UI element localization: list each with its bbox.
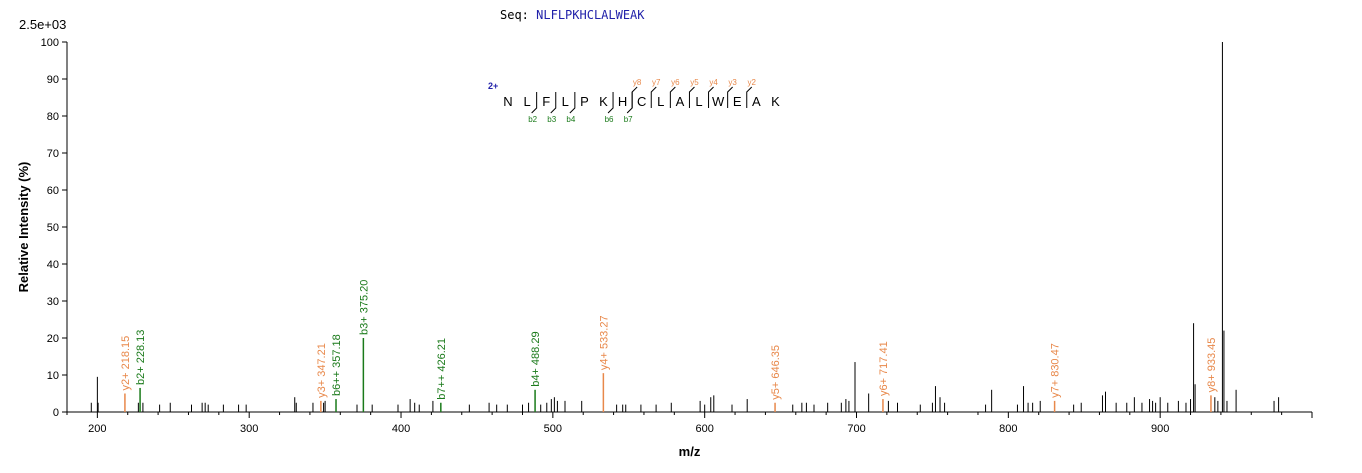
y-ion-label: y7+ 830.47: [1050, 343, 1062, 398]
sequence-header: Seq: NLFLPKHCLALWEAK: [500, 8, 645, 22]
y-tick-label: 30: [47, 296, 59, 308]
sequence-residue: L: [695, 94, 702, 109]
y-ion-bracket: [708, 86, 714, 108]
y-ion-fragment-label: y2: [748, 78, 757, 87]
y-ion-bracket: [669, 86, 676, 108]
sequence-residue: L: [657, 94, 664, 109]
x-tick-label: 800: [999, 423, 1017, 435]
x-tick-label: 300: [240, 423, 258, 435]
sequence-residue: H: [618, 94, 627, 109]
y-ion-fragment-label: y3: [728, 78, 737, 87]
b-ion-label: b7++ 426.21: [436, 338, 448, 400]
sequence-residue: L: [523, 94, 530, 109]
y-ion-bracket: [746, 86, 753, 108]
b-ion-fragment-label: b3: [547, 115, 556, 124]
y-tick-label: 60: [47, 185, 59, 197]
b-ion-fragment-label: b6: [605, 115, 614, 124]
y-ion-fragment-label: y8: [633, 78, 642, 87]
y-axis-title: Relative Intensity (%): [16, 162, 31, 293]
y-tick-label: 90: [47, 74, 59, 86]
sequence-residue: A: [676, 94, 685, 109]
sequence-residue: W: [712, 94, 725, 109]
x-tick-label: 500: [544, 423, 562, 435]
y-ion-fragment-label: y4: [709, 78, 718, 87]
b-ion-label: b4+ 488.29: [530, 331, 542, 386]
y-ion-fragment-label: y5: [690, 78, 699, 87]
x-tick-label: 400: [392, 423, 410, 435]
sequence-residue: N: [503, 94, 512, 109]
charge-state-label: 2+: [488, 81, 498, 91]
sequence-value: NLFLPKHCLALWEAK: [536, 8, 645, 22]
y-ion-bracket: [650, 86, 657, 108]
b-ion-bracket: [531, 92, 538, 114]
sequence-residue: K: [599, 94, 608, 109]
y-ion-fragment-label: y7: [652, 78, 661, 87]
sequence-residue: A: [752, 94, 761, 109]
y-ion-bracket: [727, 86, 734, 108]
y-tick-label: 10: [47, 370, 59, 382]
b-ion-bracket: [550, 92, 557, 114]
y-tick-label: 20: [47, 333, 59, 345]
y-tick-label: 50: [47, 222, 59, 234]
y-tick-label: 70: [47, 148, 59, 160]
y-ion-label: y4+ 533.27: [598, 315, 610, 370]
b-ion-bracket: [607, 92, 614, 114]
sequence-residue: P: [580, 94, 589, 109]
b-ion-bracket: [569, 92, 576, 114]
y-tick-label: 80: [47, 111, 59, 123]
y-ion-label: y5+ 646.35: [770, 345, 782, 400]
x-tick-label: 700: [847, 423, 865, 435]
x-tick-label: 200: [88, 423, 106, 435]
x-tick-label: 900: [1151, 423, 1169, 435]
b-ion-fragment-label: b7: [624, 115, 633, 124]
b-ion-label: b2+ 228.13: [135, 330, 147, 385]
y-ion-label: y8+ 933.45: [1206, 338, 1218, 393]
b-ion-fragment-label: b2: [528, 115, 537, 124]
sequence-residue: L: [562, 94, 569, 109]
b-ion-label: b3+ 375.20: [358, 280, 370, 335]
y-ion-label: y3+ 347.21: [316, 343, 328, 398]
sequence-label: Seq:: [500, 8, 529, 22]
b-ion-bracket: [626, 92, 633, 114]
y-tick-label: 0: [53, 407, 59, 419]
y-ion-fragment-label: y6: [671, 78, 680, 87]
y-ion-label: y6+ 717.41: [878, 341, 890, 396]
x-tick-label: 600: [696, 423, 714, 435]
x-axis-title: m/z: [679, 444, 701, 459]
y-ion-bracket: [688, 86, 695, 108]
b-ion-fragment-label: b4: [566, 115, 575, 124]
y-scale-max-label: 2.5e+03: [19, 17, 67, 32]
sequence-residue: K: [771, 94, 780, 109]
y-ion-label: y2+ 218.15: [120, 336, 132, 391]
y-tick-label: 40: [47, 259, 59, 271]
y-ion-bracket: [631, 86, 638, 108]
y-tick-label: 100: [41, 37, 59, 49]
sequence-residue: F: [542, 94, 550, 109]
b-ion-label: b6++ 357.18: [331, 334, 343, 396]
sequence-residue: E: [733, 94, 742, 109]
sequence-residue: C: [637, 94, 646, 109]
